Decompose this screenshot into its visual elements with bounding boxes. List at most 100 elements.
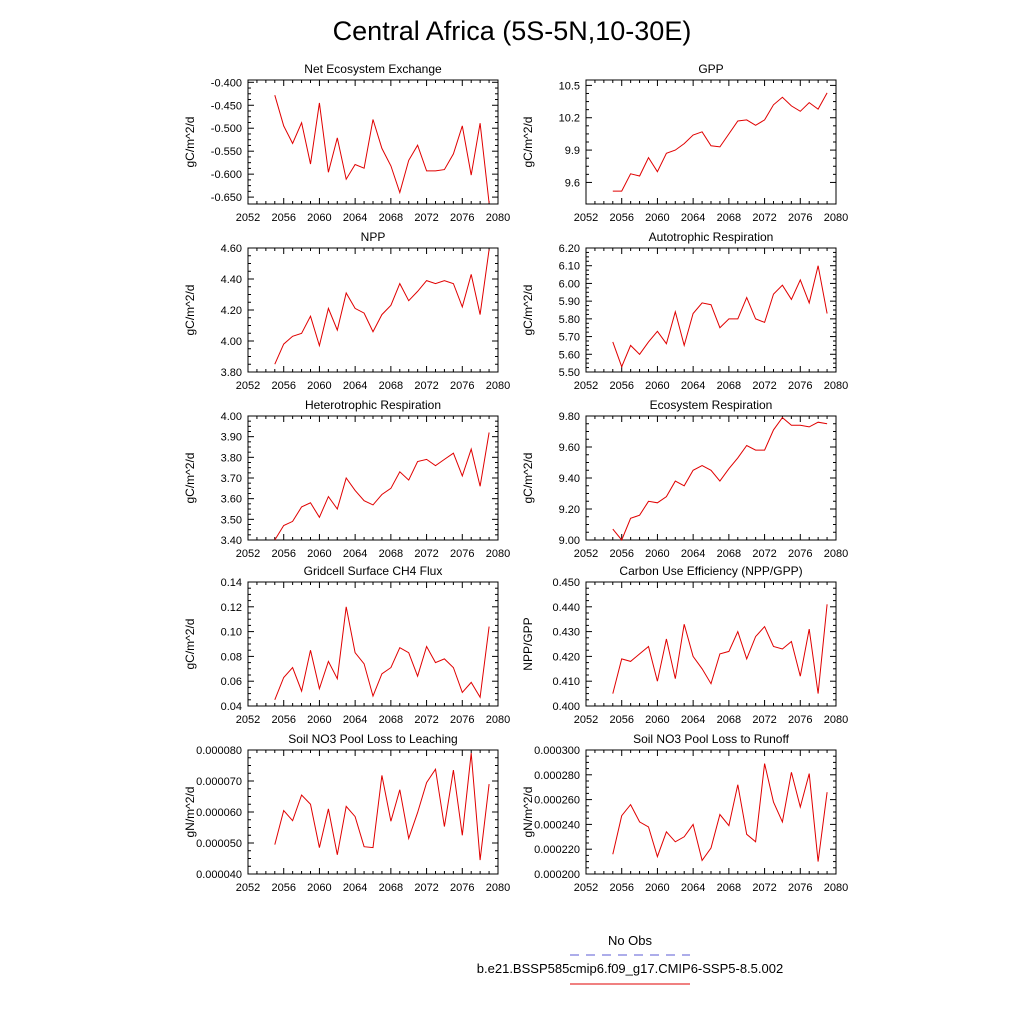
legend: No Obs b.e21.BSSP585cmip6.f09_g17.CMIP6-… bbox=[477, 933, 783, 985]
x-tick-label: 2080 bbox=[824, 212, 848, 224]
x-tick-label: 2060 bbox=[645, 212, 669, 224]
panel-title: Autotrophic Respiration bbox=[649, 230, 774, 244]
x-tick-label: 2060 bbox=[307, 714, 331, 726]
y-tick-label: 9.60 bbox=[559, 442, 580, 454]
x-tick-label: 2080 bbox=[486, 380, 510, 392]
panel-5: Heterotrophic Respiration 2052 2056 2060 206… bbox=[183, 398, 510, 560]
x-tick-label: 2068 bbox=[379, 548, 403, 560]
y-axis-label: gC/m^2/d bbox=[521, 285, 535, 336]
y-tick-label: 3.40 bbox=[221, 535, 242, 547]
y-tick-label: 0.000070 bbox=[196, 776, 242, 788]
series-line bbox=[274, 95, 490, 204]
x-tick-label: 2068 bbox=[717, 548, 741, 560]
y-tick-label: 10.5 bbox=[559, 80, 580, 92]
series-line bbox=[612, 265, 828, 369]
panel-10: Soil NO3 Pool Loss to Runoff 2052 2056 2060… bbox=[521, 732, 848, 894]
plot-frame bbox=[247, 247, 499, 373]
y-tick-label: 4.00 bbox=[221, 411, 242, 423]
x-tick-label: 2072 bbox=[414, 882, 438, 894]
y-tick-label: 9.9 bbox=[565, 145, 580, 157]
x-tick-label: 2072 bbox=[752, 714, 776, 726]
y-tick-label: 9.00 bbox=[559, 535, 580, 547]
x-tick-label: 2076 bbox=[450, 548, 474, 560]
x-tick-label: 2056 bbox=[271, 882, 295, 894]
x-tick-label: 2060 bbox=[307, 212, 331, 224]
x-tick-label: 2060 bbox=[645, 380, 669, 392]
x-tick-label: 2056 bbox=[609, 380, 633, 392]
y-tick-label: 0.000300 bbox=[534, 745, 580, 757]
x-tick-label: 2080 bbox=[824, 548, 848, 560]
y-tick-label: 0.000220 bbox=[534, 844, 580, 856]
panel-9: Soil NO3 Pool Loss to Leaching 2052 2056 20… bbox=[183, 732, 510, 894]
y-tick-label: 0.08 bbox=[221, 651, 242, 663]
x-tick-label: 2076 bbox=[450, 380, 474, 392]
y-tick-label: 0.000060 bbox=[196, 807, 242, 819]
y-axis-label: NPP/GPP bbox=[521, 617, 535, 670]
y-tick-label: 0.440 bbox=[552, 602, 580, 614]
y-tick-label: 3.50 bbox=[221, 514, 242, 526]
plot-frame bbox=[585, 581, 837, 707]
y-tick-label: 0.400 bbox=[552, 701, 580, 713]
x-tick-label: 2068 bbox=[717, 380, 741, 392]
panel-title: Heterotrophic Respiration bbox=[305, 398, 441, 412]
x-tick-label: 2052 bbox=[236, 548, 260, 560]
x-tick-label: 2060 bbox=[645, 714, 669, 726]
y-tick-label: 6.20 bbox=[559, 243, 580, 255]
panel-1: Net Ecosystem Exchange 2052 2056 2060 2064 20… bbox=[183, 62, 510, 224]
legend-obs-label: No Obs bbox=[608, 933, 653, 948]
x-tick-label: 2060 bbox=[645, 882, 669, 894]
x-tick-label: 2052 bbox=[574, 548, 598, 560]
y-tick-label: 9.80 bbox=[559, 411, 580, 423]
y-tick-label: 0.000240 bbox=[534, 819, 580, 831]
x-tick-label: 2064 bbox=[681, 380, 705, 392]
y-tick-label: 0.450 bbox=[552, 577, 580, 589]
series-line bbox=[612, 416, 828, 541]
y-tick-label: 3.80 bbox=[221, 367, 242, 379]
x-tick-label: 2056 bbox=[609, 882, 633, 894]
plot-frame bbox=[585, 79, 837, 205]
x-tick-label: 2052 bbox=[574, 882, 598, 894]
y-tick-label: -0.650 bbox=[211, 192, 242, 204]
x-tick-label: 2076 bbox=[450, 714, 474, 726]
series-line bbox=[274, 249, 490, 365]
x-tick-label: 2064 bbox=[681, 212, 705, 224]
series-line bbox=[612, 763, 828, 862]
x-tick-label: 2060 bbox=[307, 882, 331, 894]
x-tick-label: 2060 bbox=[645, 548, 669, 560]
y-tick-label: 4.20 bbox=[221, 305, 242, 317]
y-tick-label: 9.40 bbox=[559, 473, 580, 485]
x-tick-label: 2068 bbox=[379, 714, 403, 726]
x-tick-label: 2068 bbox=[717, 882, 741, 894]
x-tick-label: 2080 bbox=[824, 882, 848, 894]
panel-title: Net Ecosystem Exchange bbox=[304, 62, 442, 76]
y-axis-label: gC/m^2/d bbox=[183, 619, 197, 670]
y-tick-label: -0.400 bbox=[211, 77, 242, 89]
y-tick-label: 0.14 bbox=[221, 577, 242, 589]
x-tick-label: 2056 bbox=[609, 212, 633, 224]
x-tick-label: 2076 bbox=[788, 548, 812, 560]
panel-2: GPP 2052 2056 2060 2064 2068 2072 2076 2080 9.6 9.… bbox=[521, 62, 848, 224]
panel-title: Soil NO3 Pool Loss to Runoff bbox=[633, 732, 790, 746]
x-tick-label: 2060 bbox=[307, 548, 331, 560]
x-tick-label: 2052 bbox=[236, 380, 260, 392]
y-tick-label: 0.000050 bbox=[196, 838, 242, 850]
y-tick-label: 6.00 bbox=[559, 278, 580, 290]
x-tick-label: 2068 bbox=[379, 212, 403, 224]
y-axis-label: gC/m^2/d bbox=[183, 453, 197, 504]
y-tick-label: 0.000260 bbox=[534, 795, 580, 807]
y-tick-label: 9.6 bbox=[565, 177, 580, 189]
y-tick-label: 3.90 bbox=[221, 432, 242, 444]
x-tick-label: 2072 bbox=[752, 882, 776, 894]
x-tick-label: 2056 bbox=[271, 548, 295, 560]
x-tick-label: 2052 bbox=[574, 212, 598, 224]
x-tick-label: 2068 bbox=[379, 380, 403, 392]
y-tick-label: 10.2 bbox=[559, 113, 580, 125]
x-tick-label: 2056 bbox=[609, 548, 633, 560]
x-tick-label: 2080 bbox=[486, 714, 510, 726]
x-tick-label: 2072 bbox=[752, 212, 776, 224]
plot-frame bbox=[247, 79, 499, 205]
x-tick-label: 2052 bbox=[236, 212, 260, 224]
x-tick-label: 2064 bbox=[343, 212, 367, 224]
panel-title: GPP bbox=[698, 62, 723, 76]
y-tick-label: -0.450 bbox=[211, 100, 242, 112]
